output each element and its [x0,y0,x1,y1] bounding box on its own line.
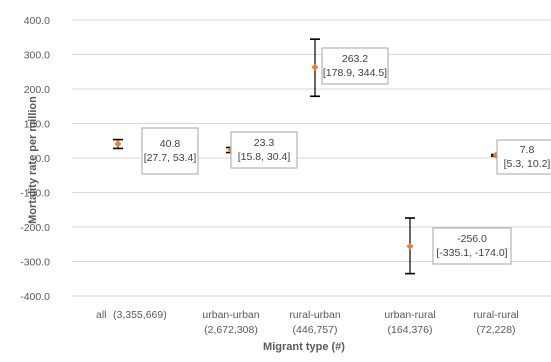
data-point [114,140,122,148]
x-category-count: (2,672,308) [204,324,258,336]
y-tick-label: -300.0 [20,257,50,269]
x-axis-title: Migrant type (#) [263,341,345,353]
x-category-count: (164,376) [388,324,433,336]
x-category-name: rural-urban [289,309,341,321]
data-point [311,63,319,71]
data-label-value: -256.0 [457,233,487,245]
data-label-value: 40.8 [160,138,181,150]
data-label-ci: [27.7, 53.4] [144,152,197,164]
data-point [406,242,414,250]
data-label-box [230,131,298,169]
data-label: -256.0 [-335.1, -174.0] [432,227,512,265]
data-label-box [321,47,389,85]
data-label: 7.8 [5.3, 10.2] [496,139,551,175]
x-category-count: (446,757) [293,324,338,336]
data-label-ci: [15.8, 30.4] [238,151,291,163]
y-tick-label: -400.0 [20,291,50,303]
x-category-name: urban-urban [202,309,259,321]
x-category-name: all [96,309,107,321]
y-tick-label: 300.0 [24,50,50,62]
data-label-ci: [5.3, 10.2] [504,158,551,170]
data-label-box [432,227,512,265]
data-label: 263.2 [178.9, 344.5] [321,47,389,85]
x-category-name: rural-rural [473,309,519,321]
data-label: 23.3 [15.8, 30.4] [230,131,298,169]
x-category-count: (3,355,669) [113,309,167,321]
y-tick-label: 400.0 [24,15,50,27]
data-label-value: 263.2 [342,53,368,65]
y-tick-label: -100.0 [20,188,50,200]
data-label: 40.8 [27.7, 53.4] [141,127,199,175]
data-label-box [141,127,199,175]
y-axis-title: Mortality rate per million [27,96,39,224]
x-category-count: (72,228) [476,324,515,336]
y-tick-label: 100.0 [24,119,50,131]
data-label-value: 7.8 [520,144,535,156]
data-label-ci: [-335.1, -174.0] [436,247,507,259]
y-tick-label: 200.0 [24,84,50,96]
y-tick-label: -200.0 [20,222,50,234]
y-axis-ticks: 400.0 300.0 200.0 100.0 0.0 -100.0 -200.0 -300.… [20,15,50,303]
y-tick-label: 0.0 [35,153,50,165]
data-label-value: 23.3 [254,137,275,149]
x-axis-categories: all (3,355,669) urban-urban (2,672,308) rura… [96,309,519,336]
data-label-box [496,139,551,175]
data-label-ci: [178.9, 344.5] [323,67,387,79]
x-category-name: urban-rural [384,309,435,321]
data-labels: 40.8 [27.7, 53.4] 23.3 [15.8, 30.4] 263.2 [17… [141,47,551,265]
